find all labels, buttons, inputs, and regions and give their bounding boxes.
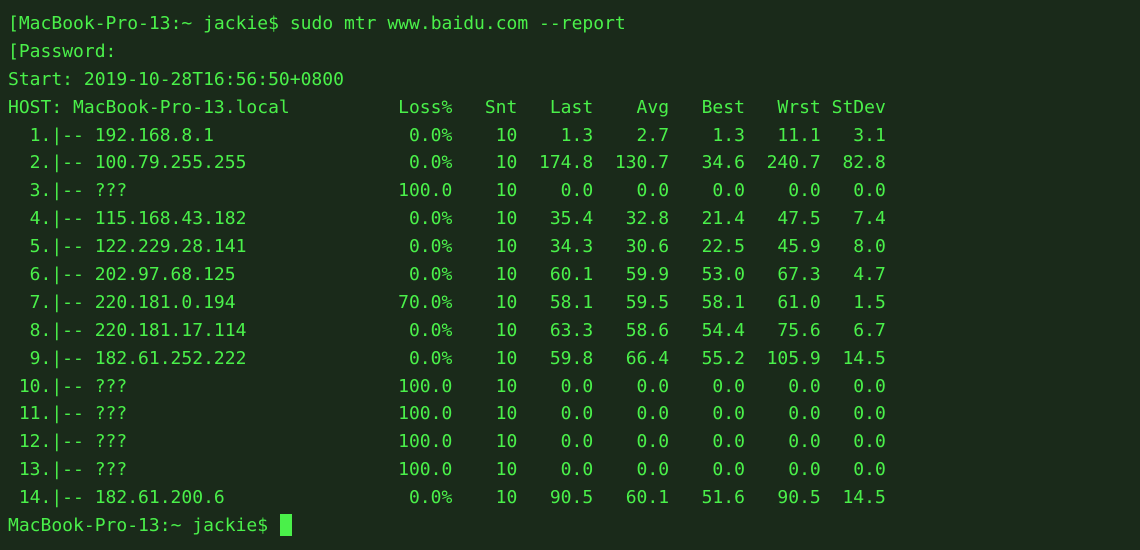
- prompt-line[interactable]: MacBook-Pro-13:~ jackie$: [8, 512, 1132, 540]
- prompt-symbol: $: [268, 13, 279, 34]
- mtr-hop-row: 1.|-- 192.168.8.1 0.0% 10 1.3 2.7 1.3 11…: [8, 122, 1132, 150]
- prompt-path: ~: [181, 13, 192, 34]
- command-text: sudo mtr www.baidu.com --report: [290, 13, 626, 34]
- password-line: [Password:: [8, 38, 1132, 66]
- prompt-user: jackie: [192, 515, 257, 536]
- mtr-hop-row: 13.|-- ??? 100.0 10 0.0 0.0 0.0 0.0 0.0: [8, 456, 1132, 484]
- mtr-hop-row: 9.|-- 182.61.252.222 0.0% 10 59.8 66.4 5…: [8, 345, 1132, 373]
- mtr-hop-row: 4.|-- 115.168.43.182 0.0% 10 35.4 32.8 2…: [8, 205, 1132, 233]
- cursor-icon: [280, 514, 292, 536]
- mtr-hop-row: 6.|-- 202.97.68.125 0.0% 10 60.1 59.9 53…: [8, 261, 1132, 289]
- prompt-symbol: $: [257, 515, 268, 536]
- mtr-hop-row: 3.|-- ??? 100.0 10 0.0 0.0 0.0 0.0 0.0: [8, 177, 1132, 205]
- start-line: Start: 2019-10-28T16:56:50+0800: [8, 66, 1132, 94]
- mtr-hop-row: 7.|-- 220.181.0.194 70.0% 10 58.1 59.5 5…: [8, 289, 1132, 317]
- mtr-hop-row: 10.|-- ??? 100.0 10 0.0 0.0 0.0 0.0 0.0: [8, 373, 1132, 401]
- prompt-path: ~: [171, 515, 182, 536]
- mtr-hop-row: 8.|-- 220.181.17.114 0.0% 10 63.3 58.6 5…: [8, 317, 1132, 345]
- prompt-host: MacBook-Pro-13: [19, 13, 171, 34]
- prompt-user: jackie: [203, 13, 268, 34]
- password-label: Password:: [19, 41, 117, 62]
- mtr-hop-row: 11.|-- ??? 100.0 10 0.0 0.0 0.0 0.0 0.0: [8, 400, 1132, 428]
- prompt-host: MacBook-Pro-13: [8, 515, 160, 536]
- command-line: [MacBook-Pro-13:~ jackie$ sudo mtr www.b…: [8, 10, 1132, 38]
- mtr-hop-row: 5.|-- 122.229.28.141 0.0% 10 34.3 30.6 2…: [8, 233, 1132, 261]
- mtr-header-row: HOST: MacBook-Pro-13.local Loss% Snt Las…: [8, 94, 1132, 122]
- mtr-hops-container: 1.|-- 192.168.8.1 0.0% 10 1.3 2.7 1.3 11…: [8, 122, 1132, 512]
- mtr-hop-row: 12.|-- ??? 100.0 10 0.0 0.0 0.0 0.0 0.0: [8, 428, 1132, 456]
- terminal-window[interactable]: [MacBook-Pro-13:~ jackie$ sudo mtr www.b…: [8, 10, 1132, 540]
- mtr-hop-row: 14.|-- 182.61.200.6 0.0% 10 90.5 60.1 51…: [8, 484, 1132, 512]
- mtr-hop-row: 2.|-- 100.79.255.255 0.0% 10 174.8 130.7…: [8, 149, 1132, 177]
